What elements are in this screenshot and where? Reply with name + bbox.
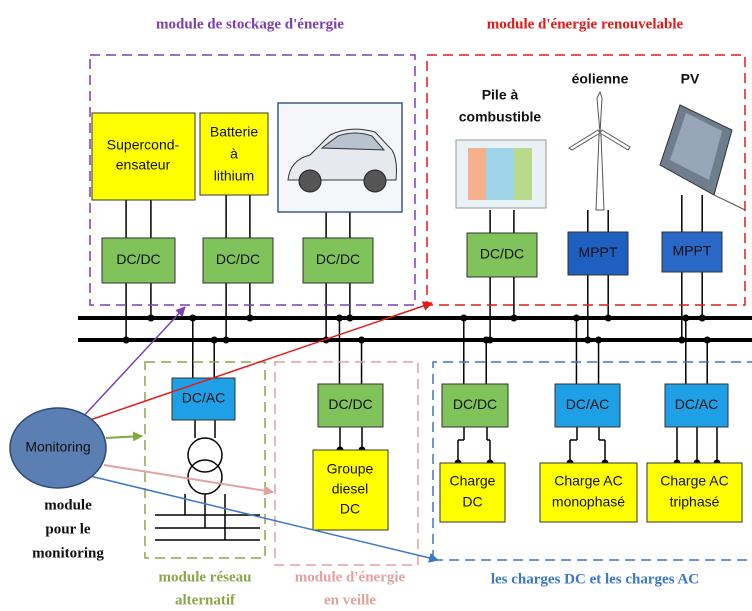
diesel-box (312, 449, 389, 531)
converter (661, 231, 723, 273)
converter-label: DC/AC (182, 390, 226, 406)
diesel-label: Groupe (327, 461, 374, 477)
loads-title: les charges DC et les charges AC (491, 571, 699, 587)
converter-label: DC/DC (480, 246, 524, 262)
converter-label: DC/DC (116, 251, 160, 267)
monitoring-label: Monitoring (25, 439, 90, 455)
load-label: monophasé (552, 494, 625, 510)
converter (302, 237, 374, 284)
diesel-label: DC (340, 501, 360, 517)
load-label: Charge AC (554, 473, 622, 489)
supercap-box (91, 112, 196, 201)
supercap-label: Supercond- (107, 137, 180, 153)
transformer (155, 437, 260, 541)
converter (441, 383, 509, 428)
converter (567, 231, 629, 276)
converter (317, 383, 384, 428)
converters: DC/DC DC/DC DC/DC DC/DC MPPT MPPT DC/AC DC/DC DC… (101, 231, 743, 523)
load-box (539, 462, 638, 523)
pv-panel (659, 104, 746, 211)
battery-label: Batterie (210, 124, 258, 140)
converter-label: MPPT (579, 244, 618, 260)
battery-label: à (230, 146, 238, 162)
arrow (79, 306, 186, 421)
standby-title: en veille (324, 592, 376, 608)
grid-title: module réseau (159, 569, 252, 585)
grid-frame (144, 361, 266, 559)
converter (171, 377, 236, 421)
fuel-cell-label: Pile à (482, 87, 519, 103)
converter-label: DC/DC (216, 251, 260, 267)
load-label: Charge AC (660, 473, 728, 489)
load-box (646, 462, 743, 523)
load-box (439, 462, 506, 523)
converter (466, 232, 538, 278)
converter-label: DC/AC (675, 396, 719, 412)
monitoring-caption: monitoring (32, 545, 104, 561)
diesel-label: diesel (332, 481, 369, 497)
connectors (122, 195, 721, 467)
wind-label: éolienne (572, 71, 629, 87)
wind-turbine (568, 90, 631, 211)
converter-label: DC/DC (316, 251, 360, 267)
load-label: Charge (450, 473, 496, 489)
converter-label: DC/DC (328, 396, 372, 412)
load-label: triphasé (670, 494, 720, 510)
monitoring-node (9, 407, 107, 489)
storage-title: module de stockage d'énergie (156, 16, 344, 32)
converter-label: DC/AC (566, 396, 610, 412)
converter (554, 383, 621, 428)
arrow (89, 301, 433, 421)
converter (202, 237, 274, 284)
arrow (103, 464, 274, 496)
storage-frame (89, 54, 416, 306)
battery-box (199, 112, 269, 196)
load-label: DC (462, 494, 482, 510)
renewable-frame (426, 54, 746, 306)
monitoring-caption: module (44, 497, 92, 513)
converter-label: MPPT (673, 243, 712, 259)
fuel-cell-image (455, 139, 547, 209)
converter (101, 237, 176, 284)
car-image (277, 102, 403, 213)
battery-label: lithium (214, 168, 254, 184)
pv-label: PV (681, 71, 700, 87)
arrow (89, 475, 439, 563)
supercap-label: ensateur (116, 157, 171, 173)
renewable-title: module d'énergie renouvelable (487, 16, 684, 32)
arrow (105, 431, 143, 442)
fuel-cell-label: combustible (459, 109, 542, 125)
loads-frame (432, 361, 752, 561)
converter-label: DC/DC (453, 396, 497, 412)
standby-title: module d'énergie (295, 569, 406, 585)
converter (664, 383, 729, 428)
monitoring-caption: pour le (45, 521, 90, 537)
grid-title: alternatif (175, 592, 236, 608)
standby-frame (274, 361, 419, 566)
